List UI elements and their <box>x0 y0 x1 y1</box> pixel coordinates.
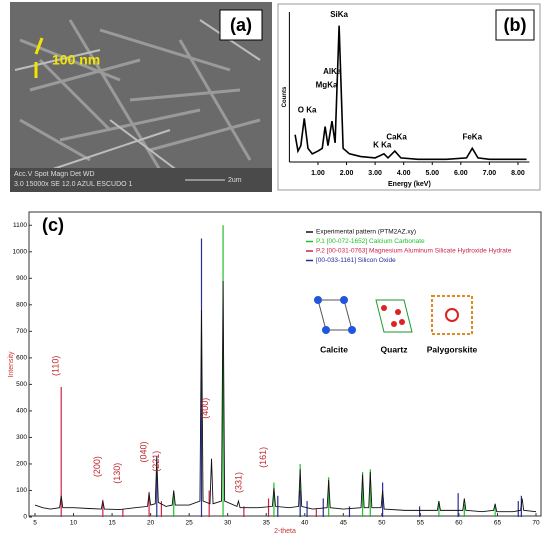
x-tick-label: 30 <box>224 520 232 527</box>
y-tick-label: 0 <box>23 514 27 521</box>
sem-texture <box>14 19 261 181</box>
x-tick-label: 5 <box>33 520 37 527</box>
y-tick-label: 800 <box>16 302 27 309</box>
y-axis-label: Intensity <box>8 351 15 378</box>
x-tick-label: 15 <box>108 520 116 527</box>
hkl-label: (040) <box>138 442 148 463</box>
info-text: 3.0 15000x SE 12.0 AZUL ESCUDO 1 <box>14 181 133 188</box>
label-box <box>219 9 263 41</box>
atom <box>322 326 330 334</box>
x-tick-label: 8.00 <box>511 170 525 177</box>
panel-label: (a) <box>230 15 252 35</box>
inset-label: Palygorskite <box>427 344 478 354</box>
y-tick-label: 900 <box>16 275 27 282</box>
info-bar <box>10 168 272 192</box>
panel-label: (b) <box>504 15 527 35</box>
x-tick-label: 35 <box>263 520 271 527</box>
atom <box>340 296 348 304</box>
x-tick-label: 1.00 <box>311 170 325 177</box>
hkl-label: (221) <box>151 451 161 472</box>
x-axis-label: Energy (keV) <box>388 181 431 188</box>
peak-label: O Ka <box>298 105 317 114</box>
sem-image: (a) 100 nm Acc.V Spot Magn Det WD 3.0 15… <box>10 2 272 192</box>
x-tick-label: 3.00 <box>368 170 382 177</box>
label-box <box>495 9 535 41</box>
hkl-label: (110) <box>51 356 61 376</box>
y-tick-label: 500 <box>16 381 27 388</box>
atom <box>445 308 459 322</box>
atom <box>348 326 356 334</box>
y-tick-label: 300 <box>16 434 27 441</box>
x-tick-label: 4.00 <box>397 170 411 177</box>
x-tick-label: 5.00 <box>425 170 439 177</box>
scale-bar-label: 2um <box>228 177 242 184</box>
inset-label: Calcite <box>320 344 348 354</box>
legend-label: Experimental pattern (PTM2AZ.xy) <box>316 229 416 236</box>
x-tick-label: 7.00 <box>483 170 497 177</box>
pattern-line <box>34 280 537 513</box>
x-tick-label: 45 <box>340 520 348 527</box>
x-tick-label: 20 <box>147 520 155 527</box>
info-text: Acc.V Spot Magn Det WD <box>14 171 95 178</box>
x-tick-label: 50 <box>378 520 386 527</box>
peak-label: CaKa <box>386 133 407 142</box>
hkl-label: (331) <box>233 472 243 493</box>
legend-label: [00-033-1161] Silicon Oxide <box>316 257 396 264</box>
inset-structures <box>314 295 473 335</box>
scale-arrows <box>34 37 44 78</box>
atom <box>391 321 397 327</box>
x-tick-label: 65 <box>494 520 502 527</box>
hkl-label: (161) <box>258 447 268 468</box>
x-tick-label: 6.00 <box>454 170 468 177</box>
inset-label: Quartz <box>381 344 408 354</box>
legend-label: P.2 [00-031-0763] Magnesium Aluminum Sil… <box>316 248 512 255</box>
sem-texture <box>19 19 261 171</box>
hkl-label: (130) <box>112 463 122 484</box>
legend-label: P.1 [00-072-1652] Calcium Carbonate <box>316 238 425 245</box>
x-tick-label: 55 <box>417 520 425 527</box>
y-axis-label: Counts <box>282 86 288 107</box>
y-tick-label: 700 <box>16 328 27 335</box>
atom <box>399 319 405 325</box>
y-tick-label: 100 <box>16 487 27 494</box>
atom <box>314 296 322 304</box>
y-tick-label: 400 <box>16 408 27 415</box>
peak-label: SiKa <box>330 10 348 19</box>
hkl-label: (200) <box>92 456 102 477</box>
x-tick-label: 40 <box>301 520 309 527</box>
y-tick-label: 1100 <box>13 222 27 229</box>
y-tick-label: 600 <box>16 355 27 362</box>
peak-label: K Ka <box>373 141 392 150</box>
x-tick-label: 70 <box>532 520 540 527</box>
palygorskite-cell <box>431 295 473 335</box>
hkl-label: (400) <box>200 398 210 419</box>
x-tick-label: 25 <box>186 520 194 527</box>
scale-label: 100 nm <box>52 52 100 68</box>
y-tick-label: 200 <box>16 461 27 468</box>
y-tick-label: 1000 <box>13 249 28 256</box>
x-tick-label: 60 <box>455 520 463 527</box>
x-tick-label: 10 <box>70 520 78 527</box>
peak-label: FeKa <box>462 133 482 142</box>
x-tick-label: 2.00 <box>340 170 354 177</box>
x-axis-label: 2-theta <box>274 528 296 535</box>
peak-label: AlKa <box>323 67 342 76</box>
quartz-cell <box>375 299 413 333</box>
panel-label: (c) <box>42 215 64 235</box>
atom <box>395 309 401 315</box>
spectrum-line <box>294 25 527 161</box>
plot-frame <box>28 211 542 517</box>
atom <box>381 305 387 311</box>
peak-label: MgKa <box>316 81 338 90</box>
